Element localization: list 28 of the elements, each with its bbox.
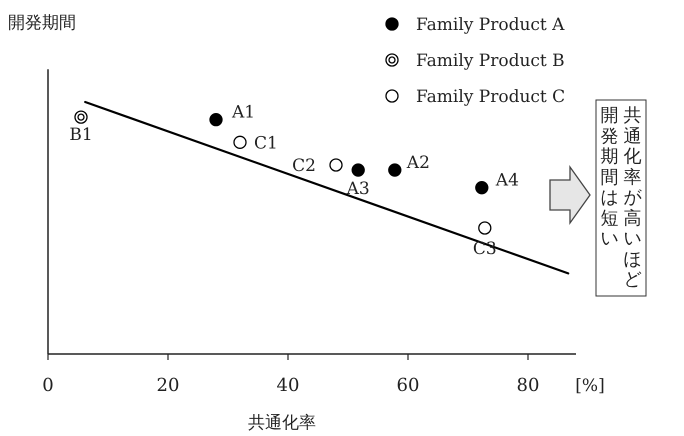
annotation: B1	[69, 125, 93, 146]
annotation: C1	[254, 133, 278, 154]
point	[475, 181, 488, 194]
text: [%]	[575, 376, 605, 396]
x-axis-title: 共通化率	[248, 413, 316, 433]
point	[74, 110, 88, 124]
legend-label: Family Product C	[416, 87, 566, 107]
annotation: A3	[346, 179, 370, 200]
legend-label: Family Product A	[416, 15, 566, 35]
point	[352, 163, 365, 177]
point	[233, 136, 247, 149]
point	[209, 112, 223, 126]
legend-label: Family Product B	[416, 51, 565, 71]
x-tick-label: 60	[396, 375, 420, 396]
point	[329, 158, 343, 172]
annotation: A1	[231, 102, 256, 123]
point	[478, 221, 492, 235]
annotation: A4	[494, 170, 519, 191]
point	[388, 163, 402, 177]
x-tick-label: 20	[156, 375, 180, 396]
annotation: C3	[472, 239, 497, 259]
x-tick-label: 0	[42, 375, 54, 396]
text: 共通化率が高いほど開発期間は短い	[600, 105, 642, 290]
x-tick-label: 40	[276, 375, 300, 396]
annotation: A2	[406, 153, 430, 174]
x-tick-label: 80	[516, 375, 540, 396]
y-axis-title: 開発期間	[8, 13, 76, 33]
annotation: C2	[292, 156, 316, 176]
